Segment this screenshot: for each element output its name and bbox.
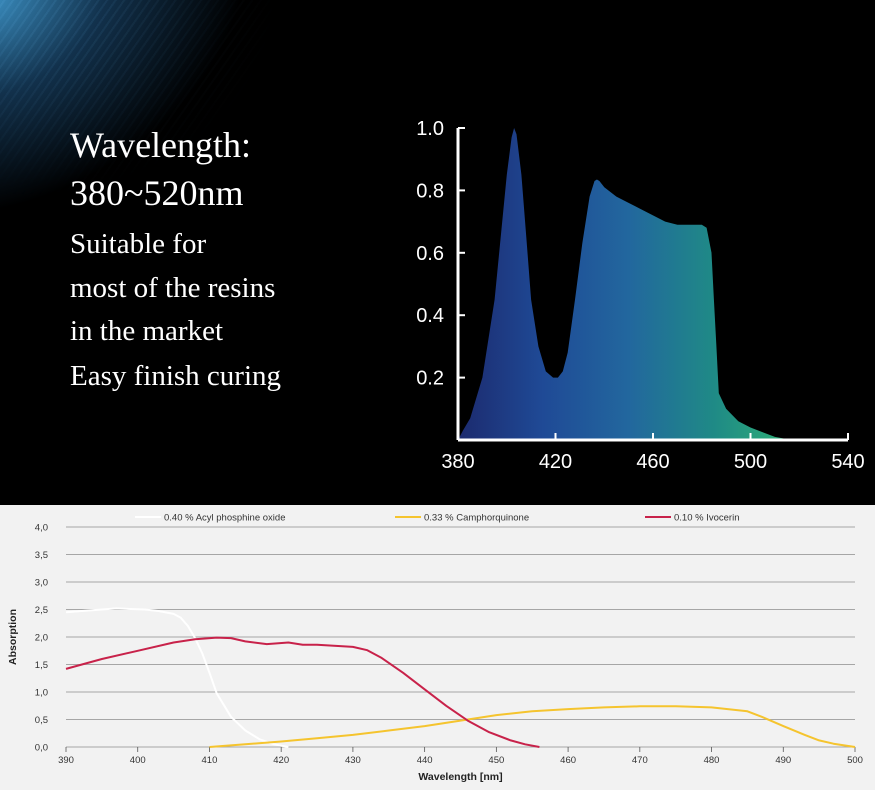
title-line-1: Wavelength:	[70, 125, 252, 165]
absorption-y-tick-label: 3,0	[35, 578, 48, 589]
spectrum-x-tick-label: 540	[831, 451, 864, 473]
absorption-y-tick-label: 4,0	[35, 523, 48, 534]
spectrum-y-tick-label: 0.2	[416, 368, 444, 390]
legend-label: 0.10 % Ivocerin	[674, 513, 739, 524]
absorption-x-tick-label: 450	[488, 755, 504, 766]
absorption-panel	[0, 505, 875, 790]
description-line-3: in the market	[70, 315, 224, 347]
description-line-4: Easy finish curing	[70, 360, 282, 392]
absorption-x-tick-label: 410	[202, 755, 218, 766]
series-line	[65, 636, 540, 748]
absorption-y-tick-label: 3,5	[35, 550, 48, 561]
legend-label: 0.33 % Camphorquinone	[424, 513, 529, 524]
absorption-y-axis-label: Absorption	[7, 609, 19, 665]
spectrum-x-tick-label: 460	[636, 451, 669, 473]
absorption-y-tick-label: 0,0	[35, 743, 48, 754]
absorption-x-tick-label: 440	[417, 755, 433, 766]
absorption-y-tick-label: 0,5	[35, 715, 48, 726]
absorption-y-tick-label: 2,5	[35, 605, 48, 616]
spectrum-area	[458, 128, 800, 440]
spectrum-y-tick-label: 0.4	[416, 305, 444, 327]
description-line-2: most of the resins	[70, 272, 276, 304]
absorption-x-tick-label: 420	[273, 755, 289, 766]
series-line	[209, 705, 856, 748]
absorption-x-tick-label: 460	[560, 755, 576, 766]
spectrum-y-tick-label: 0.8	[416, 180, 444, 202]
absorption-x-tick-label: 400	[130, 755, 146, 766]
spectrum-x-tick-label: 500	[734, 451, 767, 473]
description-line-1: Suitable for	[70, 228, 207, 260]
absorption-x-tick-label: 430	[345, 755, 361, 766]
absorption-y-tick-label: 2,0	[35, 633, 48, 644]
legend-label: 0.40 % Acyl phosphine oxide	[164, 513, 285, 524]
absorption-x-tick-label: 480	[704, 755, 720, 766]
absorption-x-tick-label: 500	[847, 755, 863, 766]
absorption-x-tick-label: 390	[58, 755, 74, 766]
spectrum-x-tick-label: 420	[539, 451, 572, 473]
spectrum-y-tick-label: 0.6	[416, 243, 444, 265]
spectrum-x-tick-label: 380	[441, 451, 474, 473]
absorption-x-axis-label: Wavelength [nm]	[418, 771, 502, 783]
absorption-y-tick-label: 1,0	[35, 688, 48, 699]
absorption-x-tick-label: 490	[775, 755, 791, 766]
series-line	[65, 607, 289, 748]
spectrum-panel	[0, 0, 348, 254]
light-streaks	[0, 0, 280, 200]
title-line-2: 380~520nm	[70, 173, 244, 213]
spectrum-y-tick-label: 1.0	[416, 118, 444, 140]
absorption-y-tick-label: 1,5	[35, 660, 48, 671]
absorption-x-tick-label: 470	[632, 755, 648, 766]
absorption-chart: 0,0 0,5 1,0 1,5 2,0 2,5 3,0 3,5 4,0 390 400 410 420 4…	[7, 513, 863, 784]
spectrum-chart: 380 420 460 500 540 0.2 0.4 0.6 0.8 1.0	[416, 118, 865, 473]
